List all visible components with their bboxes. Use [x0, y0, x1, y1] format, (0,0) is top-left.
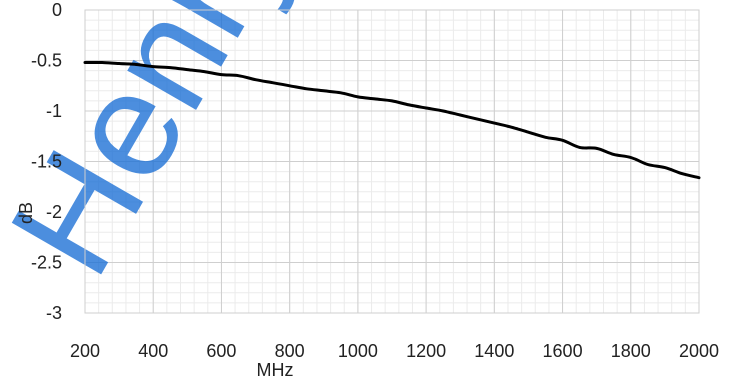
series-layer — [83, 60, 701, 180]
x-tick-label: 1000 — [338, 341, 378, 361]
plot-area — [84, 9, 700, 314]
x-tick-label: 800 — [275, 341, 305, 361]
x-tick-label: 1200 — [406, 341, 446, 361]
x-axis-title: MHz — [257, 360, 294, 380]
y-axis-tick-labels: 0 -0.5 -1 -1.5 -2 -2.5 -3 — [31, 0, 62, 323]
x-tick-label: 2000 — [679, 341, 719, 361]
x-axis-tick-labels: 200 400 600 800 1000 1200 1400 1600 1800 2000 — [70, 341, 719, 361]
x-tick-label: 1600 — [543, 341, 583, 361]
plot-area-border — [84, 9, 700, 314]
x-tick-label: 600 — [206, 341, 236, 361]
series-line — [83, 60, 701, 180]
y-tick-label: -1.5 — [31, 152, 62, 172]
x-tick-label: 400 — [138, 341, 168, 361]
x-tick-label: 1800 — [611, 341, 651, 361]
y-axis-title: dB — [16, 202, 36, 224]
y-tick-label: 0 — [52, 0, 62, 20]
y-tick-label: -3 — [46, 303, 62, 323]
y-tick-label: -2.5 — [31, 253, 62, 273]
y-tick-label: -1 — [46, 101, 62, 121]
y-tick-label: -0.5 — [31, 51, 62, 71]
x-tick-label: 1400 — [474, 341, 514, 361]
y-tick-label: -2 — [46, 202, 62, 222]
x-tick-label: 200 — [70, 341, 100, 361]
